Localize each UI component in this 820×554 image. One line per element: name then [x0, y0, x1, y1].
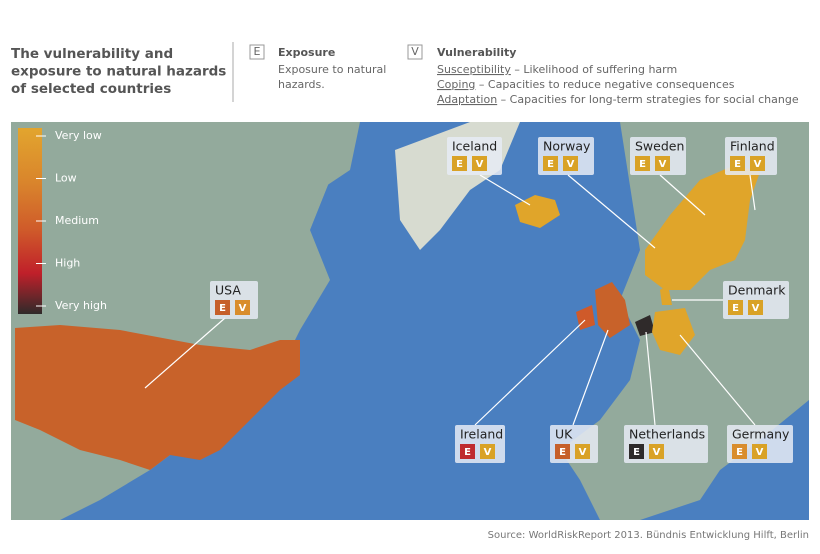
badge [480, 444, 495, 459]
scale-label: Medium [55, 214, 99, 227]
term: Coping [437, 78, 475, 91]
leader-line [144, 317, 226, 389]
badge [728, 300, 743, 315]
key-text: hazards. [278, 78, 325, 91]
badge-letter: E [736, 447, 743, 458]
term-text: – Capacities to reduce negative conseque… [479, 78, 735, 91]
badge-letter: V [239, 303, 247, 314]
key-letter: E [254, 45, 261, 58]
badge-letter: E [464, 447, 471, 458]
badge [655, 156, 670, 171]
badge-letter: E [633, 447, 640, 458]
badge [748, 300, 763, 315]
badge [563, 156, 578, 171]
source: Source: WorldRiskReport 2013. Bündnis En… [488, 530, 809, 541]
key-title: Exposure [278, 46, 335, 59]
key-box [407, 44, 423, 60]
badge [555, 444, 570, 459]
title-line: exposure to natural hazards [11, 64, 226, 80]
key-item: Susceptibility – Likelihood of suffering… [437, 63, 677, 76]
badge [472, 156, 487, 171]
key-box [249, 44, 265, 60]
badge [752, 444, 767, 459]
usa [15, 325, 300, 470]
badge-letter: E [559, 447, 566, 458]
badge [460, 444, 475, 459]
country-name: Norway [543, 139, 591, 154]
badge [575, 444, 590, 459]
germany [652, 308, 695, 355]
badge-letter: V [754, 159, 762, 170]
term: Susceptibility [437, 63, 511, 76]
badge-letter: V [579, 447, 587, 458]
badge-letter: V [567, 159, 575, 170]
leader-line [749, 174, 756, 211]
scale-label: High [55, 257, 80, 270]
badge [215, 300, 230, 315]
badge [629, 444, 644, 459]
denmark [660, 285, 672, 305]
badge-letter: E [547, 159, 554, 170]
badge-letter: V [752, 303, 760, 314]
leader-line [474, 319, 586, 426]
key-item: Adaptation – Capacities for long-term st… [437, 93, 799, 106]
title-line: of selected countries [11, 81, 171, 97]
badge [732, 444, 747, 459]
country-name: Ireland [460, 427, 503, 442]
badge [635, 156, 650, 171]
scandinavia [645, 165, 760, 290]
header [232, 42, 423, 102]
badge-letter: V [756, 447, 764, 458]
badge [235, 300, 250, 315]
term: Adaptation [437, 93, 497, 106]
badge [543, 156, 558, 171]
key-item: Coping – Capacities to reduce negative c… [437, 78, 735, 91]
term-text: – Likelihood of suffering harm [514, 63, 677, 76]
leader-line [572, 329, 609, 426]
key-letter: V [411, 45, 419, 58]
leader-line [645, 331, 656, 426]
uk [595, 282, 630, 338]
term-text: – Capacities for long-term strategies fo… [501, 93, 799, 106]
leader-line [567, 174, 656, 249]
country-name: Iceland [452, 139, 497, 154]
scale-label: Very low [55, 129, 102, 142]
leader-line [659, 174, 706, 216]
country-label-box [624, 425, 708, 463]
leader-line [479, 174, 531, 206]
scale-label: Low [55, 172, 77, 185]
country-name: UK [555, 427, 573, 442]
country-name: Finland [730, 139, 775, 154]
badge-letter: V [484, 447, 492, 458]
land [300, 122, 360, 190]
netherlands [635, 315, 655, 336]
key-title: Vulnerability [437, 46, 516, 59]
scale-label: Very high [55, 299, 107, 312]
country-name: Netherlands [629, 427, 705, 442]
badge-letter: E [456, 159, 463, 170]
title-line: The vulnerability and [11, 46, 173, 62]
country-name: Germany [732, 427, 790, 442]
map [11, 122, 809, 520]
leader-line [679, 334, 756, 426]
country-name: Denmark [728, 283, 786, 298]
badge-letter: E [639, 159, 646, 170]
badge-letter: E [734, 159, 741, 170]
badge-letter: V [476, 159, 484, 170]
badge-letter: V [653, 447, 661, 458]
badge-letter: E [219, 303, 226, 314]
badge [750, 156, 765, 171]
badge-letter: V [659, 159, 667, 170]
badge [452, 156, 467, 171]
badge [730, 156, 745, 171]
country-name: Sweden [635, 139, 684, 154]
country-name: USA [215, 283, 241, 298]
badge-letter: E [732, 303, 739, 314]
badge [649, 444, 664, 459]
key-text: Exposure to natural [278, 63, 386, 76]
